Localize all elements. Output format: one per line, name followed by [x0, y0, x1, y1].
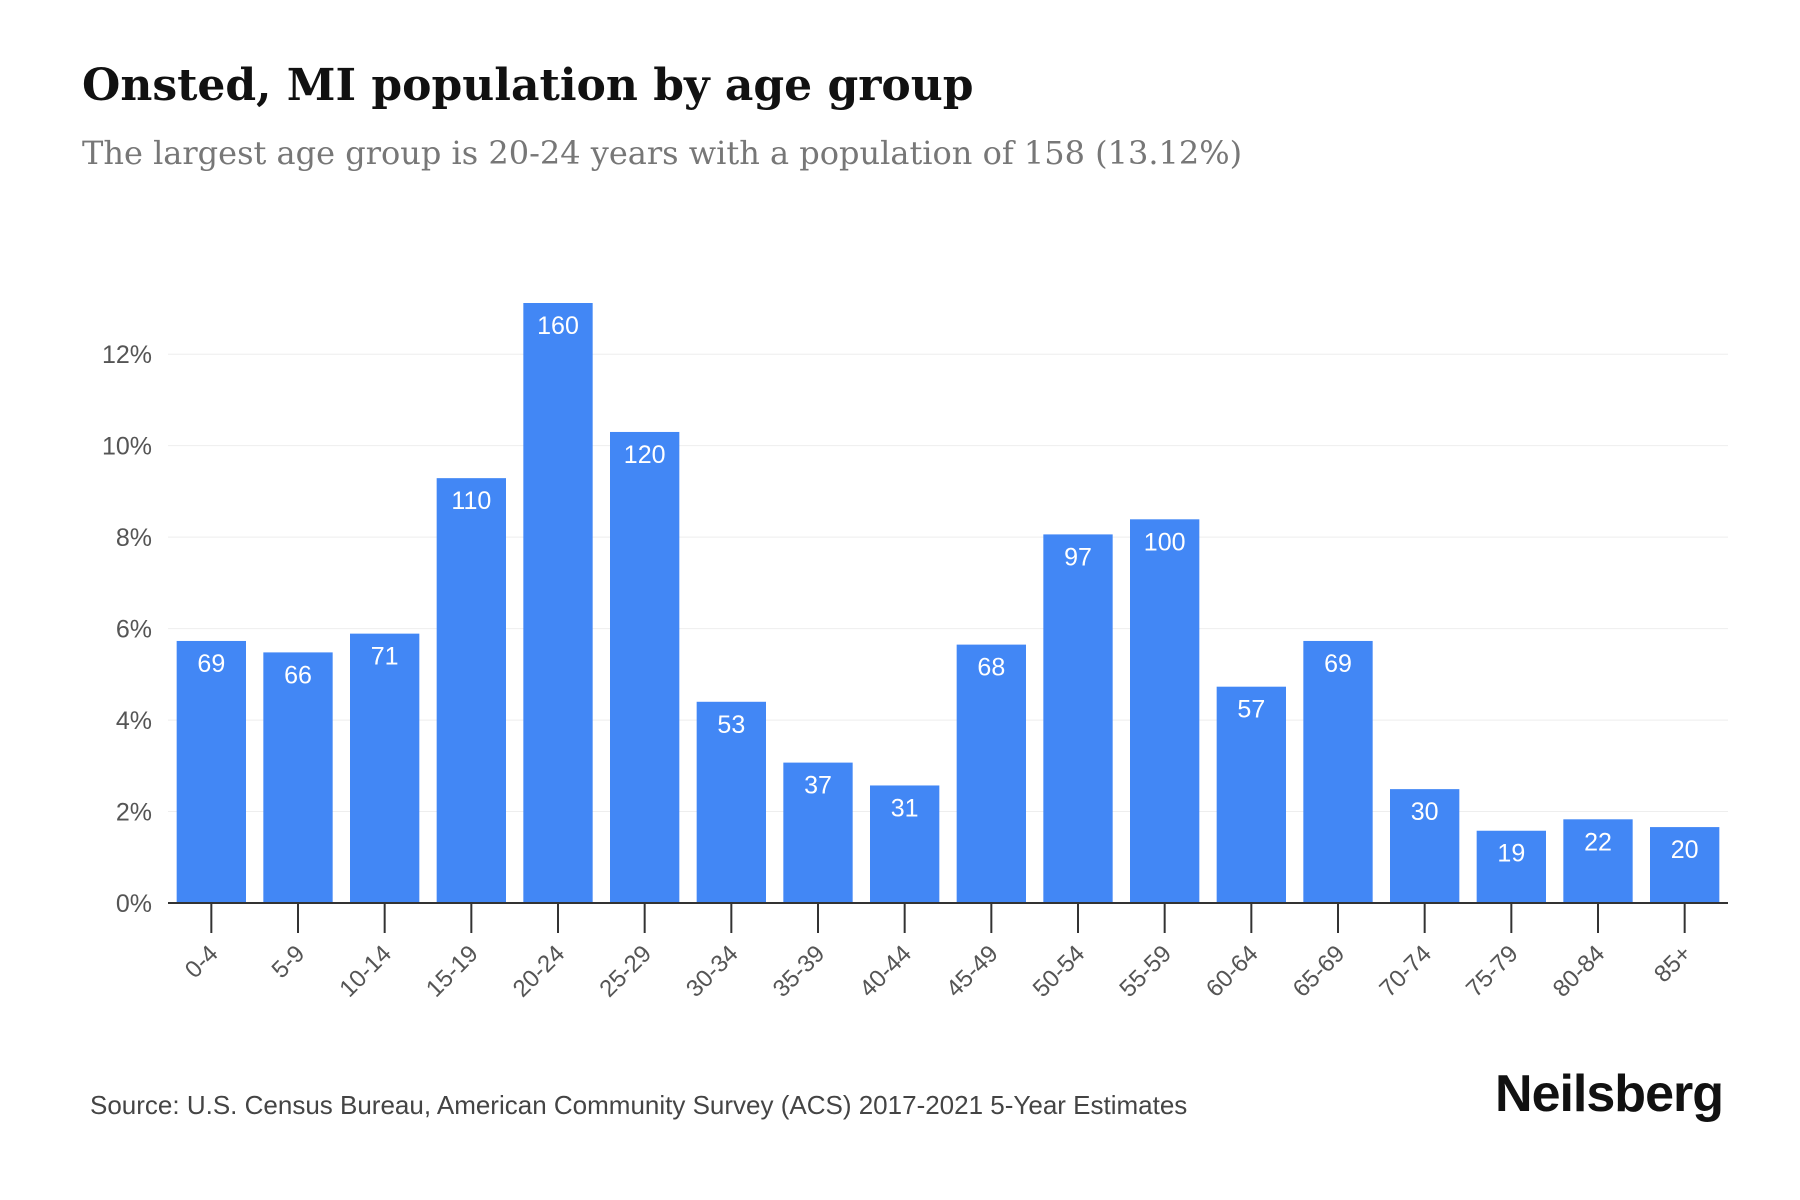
bar-value-label: 19 [1497, 840, 1525, 868]
bar [1216, 686, 1286, 903]
bar [1563, 819, 1633, 903]
bar [436, 478, 506, 903]
x-tick-label: 5-9 [267, 940, 311, 984]
bar [1303, 640, 1373, 903]
x-tick-label: 45-49 [941, 940, 1004, 1003]
bar-value-label: 160 [537, 312, 579, 340]
x-tick-label: 85+ [1649, 940, 1697, 988]
x-tick-label: 80-84 [1548, 940, 1611, 1003]
bar-value-label: 68 [977, 654, 1005, 682]
x-tick-label: 40-44 [854, 940, 917, 1003]
bar [1130, 519, 1200, 903]
y-tick-label: 4% [116, 707, 152, 735]
x-tick-label: 35-39 [768, 940, 831, 1003]
x-tick-label: 70-74 [1374, 940, 1437, 1003]
bar-value-label: 71 [371, 643, 399, 671]
bar [263, 652, 333, 903]
y-tick-label: 8% [116, 524, 152, 552]
bar [870, 785, 940, 903]
source-note: Source: U.S. Census Bureau, American Com… [90, 1090, 1188, 1120]
bar-value-label: 31 [891, 794, 919, 822]
bar [610, 431, 680, 903]
bar [1476, 830, 1546, 903]
bar [1390, 789, 1460, 903]
bar [350, 633, 420, 903]
x-tick-label: 55-59 [1114, 940, 1177, 1003]
bar-value-label: 66 [284, 661, 312, 689]
bar [1650, 827, 1720, 903]
bar [523, 303, 593, 903]
bar-value-label: 110 [451, 487, 491, 515]
x-tick-label: 65-69 [1288, 940, 1351, 1003]
bar-value-label: 30 [1411, 798, 1439, 826]
bar-value-label: 69 [1324, 650, 1352, 678]
x-tick-label: 0-4 [180, 940, 224, 984]
x-tick-label: 10-14 [334, 940, 397, 1003]
bar [696, 701, 766, 903]
chart-title: Onsted, MI population by age group [82, 60, 974, 111]
bar-value-label: 37 [804, 772, 832, 800]
y-tick-label: 6% [116, 616, 152, 644]
x-tick-label: 15-19 [421, 940, 484, 1003]
bar-value-label: 57 [1237, 696, 1265, 724]
bar-value-label: 120 [624, 441, 666, 469]
bar [176, 640, 246, 903]
y-tick-label: 12% [102, 341, 152, 369]
bar-value-label: 100 [1144, 528, 1186, 556]
y-tick-label: 0% [116, 890, 152, 918]
brand-logo: Neilsberg [1495, 1065, 1724, 1123]
x-tick-label: 30-34 [681, 940, 744, 1003]
bar-value-label: 69 [197, 650, 225, 678]
x-tick-label: 25-29 [594, 940, 657, 1003]
y-tick-label: 10% [102, 433, 152, 461]
bar-value-label: 53 [717, 711, 745, 739]
x-tick-label: 60-64 [1201, 940, 1264, 1003]
x-tick-label: 75-79 [1461, 940, 1524, 1003]
bar-value-label: 97 [1064, 543, 1092, 571]
x-tick-label: 50-54 [1028, 940, 1091, 1003]
chart-subtitle: The largest age group is 20-24 years wit… [82, 134, 1243, 172]
bar [1043, 534, 1113, 903]
bar-value-label: 22 [1584, 828, 1612, 856]
bar [956, 644, 1026, 903]
bar-value-label: 20 [1671, 836, 1699, 864]
x-tick-label: 20-24 [508, 940, 571, 1003]
bar [783, 762, 853, 903]
y-tick-label: 2% [116, 799, 152, 827]
